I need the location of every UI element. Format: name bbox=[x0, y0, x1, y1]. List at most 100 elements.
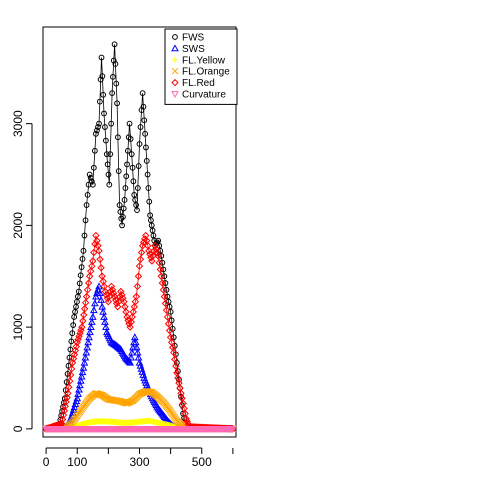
data-point-fws bbox=[64, 371, 71, 377]
data-point-fws bbox=[137, 124, 144, 130]
data-point-sws bbox=[101, 318, 109, 325]
data-point-fws bbox=[146, 198, 153, 205]
data-point-fl-red bbox=[103, 294, 112, 303]
data-point-fl-red bbox=[62, 398, 70, 406]
data-point-fl-red bbox=[104, 297, 113, 306]
legend-marker-fl-orange bbox=[171, 67, 179, 75]
data-point-fl-red bbox=[183, 417, 191, 426]
data-point-fl-red bbox=[165, 326, 174, 335]
data-point-fl-red bbox=[114, 303, 122, 311]
data-point-fl-red bbox=[116, 292, 124, 301]
data-point-sws bbox=[95, 282, 103, 290]
data-point-fl-red bbox=[112, 299, 121, 308]
legend-item-fl-yellow: FL.Yellow bbox=[172, 55, 226, 66]
data-point-sws bbox=[92, 292, 100, 300]
data-point-fws bbox=[63, 379, 70, 385]
axis-layer: 0 100 300 500 0 1000 2000 3000 bbox=[11, 110, 234, 469]
data-point-fws bbox=[121, 197, 128, 203]
data-point-curvature bbox=[229, 425, 237, 433]
data-point-fws bbox=[80, 247, 87, 254]
data-point-fl-red bbox=[159, 286, 168, 294]
data-point-fws bbox=[112, 61, 119, 67]
data-point-sws bbox=[83, 343, 92, 351]
x-tick-label: 100 bbox=[67, 455, 87, 469]
data-point-fl-red bbox=[97, 264, 105, 272]
data-point-fws bbox=[96, 120, 102, 127]
data-point-fws bbox=[130, 178, 137, 185]
data-point-fws bbox=[159, 259, 166, 266]
data-point-fl-red bbox=[70, 350, 79, 359]
data-point-fl-red bbox=[126, 323, 134, 331]
data-point-fl-red bbox=[155, 258, 163, 267]
data-point-sws bbox=[94, 285, 102, 293]
data-point-fws bbox=[163, 286, 170, 293]
data-point-sws bbox=[127, 353, 135, 361]
y-tick-label: 2000 bbox=[11, 212, 25, 239]
data-point-fl-red bbox=[80, 311, 88, 319]
legend-marker-curvature bbox=[171, 91, 179, 99]
data-point-sws bbox=[82, 348, 91, 356]
data-point-fws bbox=[116, 202, 123, 208]
data-point-fws bbox=[70, 322, 77, 328]
data-point-fl-red bbox=[64, 389, 72, 397]
data-point-fl-red bbox=[85, 272, 94, 280]
data-point-fl-red bbox=[153, 248, 161, 257]
data-point-sws bbox=[126, 358, 135, 366]
data-point-sws bbox=[88, 318, 96, 325]
data-point-fws bbox=[118, 215, 125, 222]
legend-marker-sws bbox=[171, 44, 179, 52]
legend-marker-fl-red bbox=[171, 78, 179, 87]
data-point-fl-red bbox=[72, 342, 81, 351]
data-point-fl-red bbox=[108, 286, 117, 294]
data-point-fl-red bbox=[127, 318, 135, 326]
data-point-sws bbox=[85, 333, 93, 341]
data-point-sws bbox=[89, 306, 98, 314]
data-point-fws bbox=[126, 120, 133, 127]
data-point-fws bbox=[119, 222, 125, 229]
data-point-fws bbox=[127, 136, 134, 142]
data-point-fws bbox=[85, 181, 92, 188]
data-point-fws bbox=[75, 288, 82, 295]
data-point-fl-red bbox=[123, 313, 131, 321]
data-point-fws bbox=[140, 103, 147, 110]
data-point-fws bbox=[76, 280, 83, 287]
data-point-fws bbox=[122, 185, 129, 191]
data-point-fl-red bbox=[150, 247, 158, 255]
legend-label: FL.Red bbox=[182, 78, 215, 89]
data-point-fl-red bbox=[124, 316, 132, 325]
data-point-fws bbox=[102, 124, 108, 130]
data-point-fl-red bbox=[118, 291, 126, 299]
data-point-sws bbox=[78, 368, 87, 376]
data-point-fl-red bbox=[101, 287, 109, 296]
data-point-fl-orange bbox=[145, 388, 153, 396]
y-tick-label: 0 bbox=[11, 425, 25, 432]
data-point-sws bbox=[134, 353, 143, 361]
data-point-fl-red bbox=[95, 247, 103, 255]
data-point-fl-red bbox=[83, 286, 92, 294]
data-point-fws bbox=[143, 144, 149, 151]
legend-item-fws: FWS bbox=[172, 33, 205, 44]
legend-label: SWS bbox=[182, 44, 205, 55]
data-point-fws bbox=[139, 90, 146, 97]
data-point-sws bbox=[81, 353, 90, 361]
data-point-fws bbox=[89, 181, 96, 188]
data-point-fl-red bbox=[146, 250, 154, 258]
data-point-fws bbox=[98, 54, 105, 61]
data-point-fws bbox=[124, 147, 131, 154]
data-point-fws bbox=[129, 164, 136, 171]
data-point-fws bbox=[135, 163, 142, 169]
data-point-fws bbox=[94, 127, 100, 134]
data-point-fl-red bbox=[67, 365, 76, 373]
legend-item-curvature: Curvature bbox=[171, 90, 226, 101]
data-point-fl-red bbox=[59, 411, 68, 419]
data-point-fl-red bbox=[163, 313, 172, 321]
data-point-fws bbox=[86, 171, 93, 178]
plot-frame bbox=[42, 26, 237, 438]
data-point-sws bbox=[86, 328, 94, 336]
data-point-fws bbox=[124, 161, 130, 168]
data-point-fws bbox=[123, 173, 130, 180]
data-point-fws bbox=[104, 161, 111, 168]
data-point-fws bbox=[69, 330, 76, 337]
